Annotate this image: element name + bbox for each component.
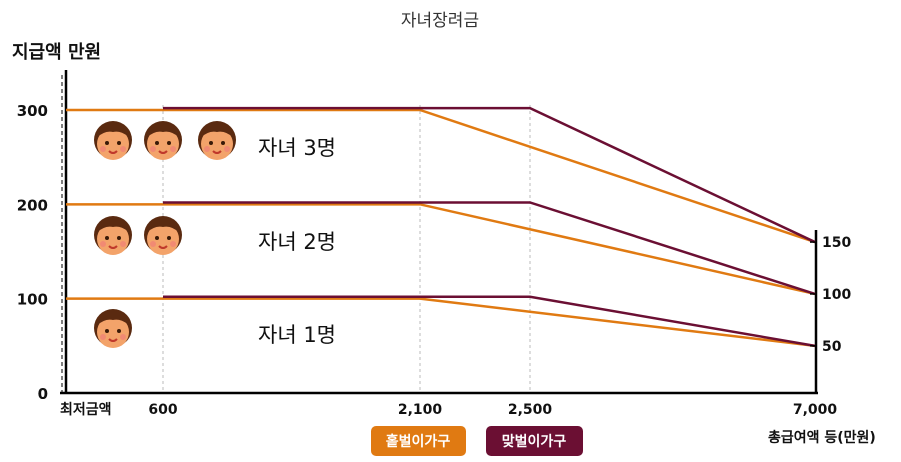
label-children-3: 자녀 3명 <box>258 136 336 160</box>
series-line <box>163 106 816 244</box>
x-tick-label: 2,500 <box>508 402 553 418</box>
child-face-icon <box>93 215 133 256</box>
y-tick-label-left: 300 <box>17 102 48 120</box>
series-line <box>163 295 816 348</box>
child-face-icon <box>93 308 133 349</box>
legend: 홑벌이가구 맞벌이가구 <box>371 426 583 456</box>
x-tick-label: 600 <box>148 402 177 418</box>
series-line <box>163 201 816 296</box>
child-face-group-3 <box>93 120 237 161</box>
series-line <box>66 203 816 296</box>
series-line <box>66 297 816 348</box>
series-layer <box>66 106 816 348</box>
y-tick-label-left: 200 <box>17 196 48 214</box>
child-face-group-1 <box>93 308 133 349</box>
y-axis-title: 지급액 만원 <box>12 42 101 63</box>
label-children-2: 자녀 2명 <box>258 230 336 254</box>
y-tick-label-left: 100 <box>17 291 48 309</box>
child-face-icon <box>143 120 183 161</box>
x-tick-label: 2,100 <box>398 402 443 418</box>
child-face-icon <box>197 120 237 161</box>
ticks-layer: 0 100 200 300 50 100 150 최저금액 600 2,100 2,500 7,000 <box>17 102 852 418</box>
chart-title: 자녀장려금 <box>401 11 479 31</box>
y-tick-label-right: 50 <box>822 339 842 355</box>
y-tick-label-left: 0 <box>38 385 48 403</box>
legend-label-dual-earner: 맞벌이가구 <box>502 433 567 450</box>
child-face-icon <box>93 120 133 161</box>
legend-swatch-single-earner <box>371 426 466 456</box>
legend-swatch-dual-earner <box>486 426 583 456</box>
x-tick-label: 7,000 <box>793 402 838 418</box>
label-children-1: 자녀 1명 <box>258 323 336 347</box>
series-line <box>66 108 816 244</box>
y-tick-label-right: 150 <box>822 235 851 251</box>
x-tick-label: 최저금액 <box>60 401 112 418</box>
legend-label-single-earner: 홑벌이가구 <box>386 433 451 450</box>
x-axis-title: 총급여액 등(만원) <box>768 429 876 446</box>
child-face-group-2 <box>93 215 183 256</box>
child-face-icon <box>143 215 183 256</box>
y-tick-label-right: 100 <box>822 287 851 303</box>
